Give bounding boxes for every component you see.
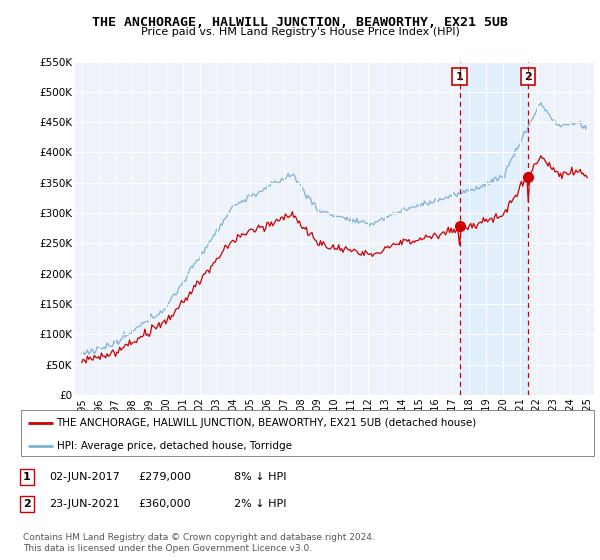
Text: 02-JUN-2017: 02-JUN-2017 xyxy=(49,472,120,482)
Text: HPI: Average price, detached house, Torridge: HPI: Average price, detached house, Torr… xyxy=(56,441,292,451)
Text: £360,000: £360,000 xyxy=(138,499,191,509)
Text: 8% ↓ HPI: 8% ↓ HPI xyxy=(234,472,287,482)
Text: Price paid vs. HM Land Registry's House Price Index (HPI): Price paid vs. HM Land Registry's House … xyxy=(140,27,460,37)
Text: £279,000: £279,000 xyxy=(138,472,191,482)
Text: 1: 1 xyxy=(23,472,31,482)
Text: 2% ↓ HPI: 2% ↓ HPI xyxy=(234,499,287,509)
Text: 2: 2 xyxy=(524,72,532,82)
Text: 1: 1 xyxy=(455,72,463,82)
Bar xyxy=(460,62,528,395)
Text: THE ANCHORAGE, HALWILL JUNCTION, BEAWORTHY, EX21 5UB (detached house): THE ANCHORAGE, HALWILL JUNCTION, BEAWORT… xyxy=(56,418,477,428)
Text: 23-JUN-2021: 23-JUN-2021 xyxy=(49,499,120,509)
Text: 2: 2 xyxy=(23,499,31,509)
Text: THE ANCHORAGE, HALWILL JUNCTION, BEAWORTHY, EX21 5UB: THE ANCHORAGE, HALWILL JUNCTION, BEAWORT… xyxy=(92,16,508,29)
Text: Contains HM Land Registry data © Crown copyright and database right 2024.
This d: Contains HM Land Registry data © Crown c… xyxy=(23,533,374,553)
